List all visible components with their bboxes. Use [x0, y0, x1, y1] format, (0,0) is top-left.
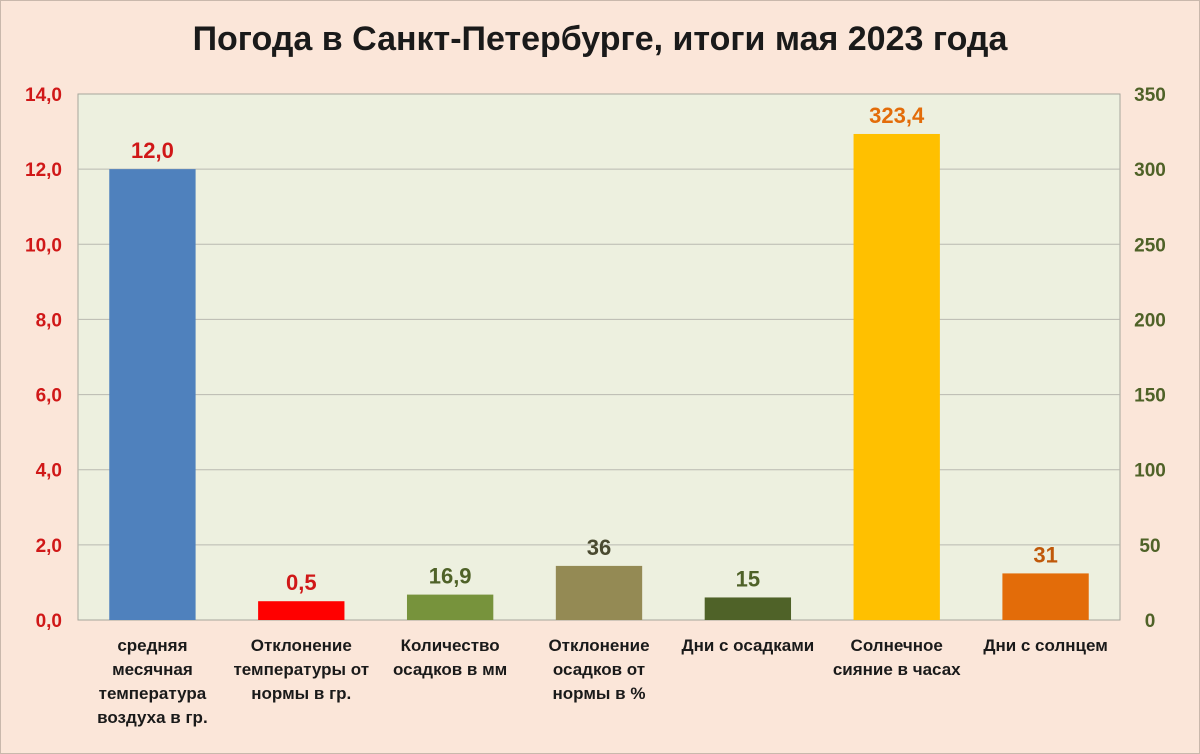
left-axis-tick-label: 14,0: [25, 85, 62, 106]
category-label: Дни с осадками: [681, 636, 814, 655]
category-label: нормы в %: [553, 684, 646, 703]
bar-value-label: 0,5: [286, 570, 317, 595]
left-axis-tick-label: 10,0: [25, 235, 62, 256]
category-label: температура: [99, 684, 207, 703]
category-label: осадков от: [553, 660, 645, 679]
category-label: Солнечное: [851, 636, 943, 655]
right-y-axis: 0 50 100 150 200 250 300 350: [1134, 85, 1166, 632]
right-axis-tick-label: 100: [1134, 461, 1166, 482]
right-axis-tick-label: 150: [1134, 386, 1166, 407]
category-label: Количество: [401, 636, 500, 655]
left-axis-tick-label: 6,0: [36, 386, 62, 407]
bar-value-label: 12,0: [131, 138, 174, 163]
left-axis-tick-label: 4,0: [36, 461, 62, 482]
right-axis-tick-label: 250: [1134, 235, 1166, 256]
right-axis-tick-label: 50: [1139, 536, 1160, 557]
left-axis-tick-label: 8,0: [36, 310, 62, 331]
category-label: нормы в гр.: [251, 684, 351, 703]
right-axis-tick-label: 200: [1134, 310, 1166, 331]
category-label: Отклонение: [251, 636, 352, 655]
bar: [406, 594, 494, 620]
category-label: средняя: [117, 636, 187, 655]
left-axis-tick-label: 12,0: [25, 160, 62, 181]
bars: [109, 133, 1089, 620]
bar-value-label: 16,9: [429, 564, 472, 589]
bar: [853, 133, 940, 620]
left-axis-tick-label: 2,0: [36, 536, 62, 557]
bar-value-label: 36: [587, 535, 611, 560]
bar-value-label: 31: [1033, 542, 1057, 567]
left-axis-tick-label: 0,0: [36, 611, 62, 632]
left-y-axis: 0,0 2,0 4,0 6,0 8,0 10,0 12,0 14,0: [25, 85, 62, 632]
bar: [258, 601, 345, 620]
category-label: Отклонение: [548, 636, 649, 655]
bar-value-label: 323,4: [869, 103, 925, 128]
bar: [109, 169, 196, 620]
bar-value-label: 15: [736, 566, 760, 591]
plot-area: [77, 93, 1121, 621]
right-axis-tick-label: 300: [1134, 160, 1166, 181]
bar: [704, 597, 792, 620]
category-labels: средняя месячная температура воздуха в гр. О…: [97, 636, 1108, 727]
category-label: воздуха в гр.: [97, 708, 208, 727]
bar: [555, 565, 643, 620]
bar-value-labels: 12,0 0,5 16,9 36 15 323,4 31: [131, 103, 1058, 595]
category-label: месячная: [112, 660, 193, 679]
category-label: сияние в часах: [833, 660, 961, 679]
category-label: Дни с солнцем: [983, 636, 1107, 655]
right-axis-tick-label: 0: [1145, 611, 1156, 632]
category-label: осадков в мм: [393, 660, 507, 679]
chart-title: Погода в Санкт-Петербурге, итоги мая 202…: [193, 20, 1009, 58]
right-axis-tick-label: 350: [1134, 85, 1166, 106]
category-label: температуры от: [233, 660, 369, 679]
bar: [1002, 573, 1089, 620]
gridlines: [78, 168, 1120, 546]
